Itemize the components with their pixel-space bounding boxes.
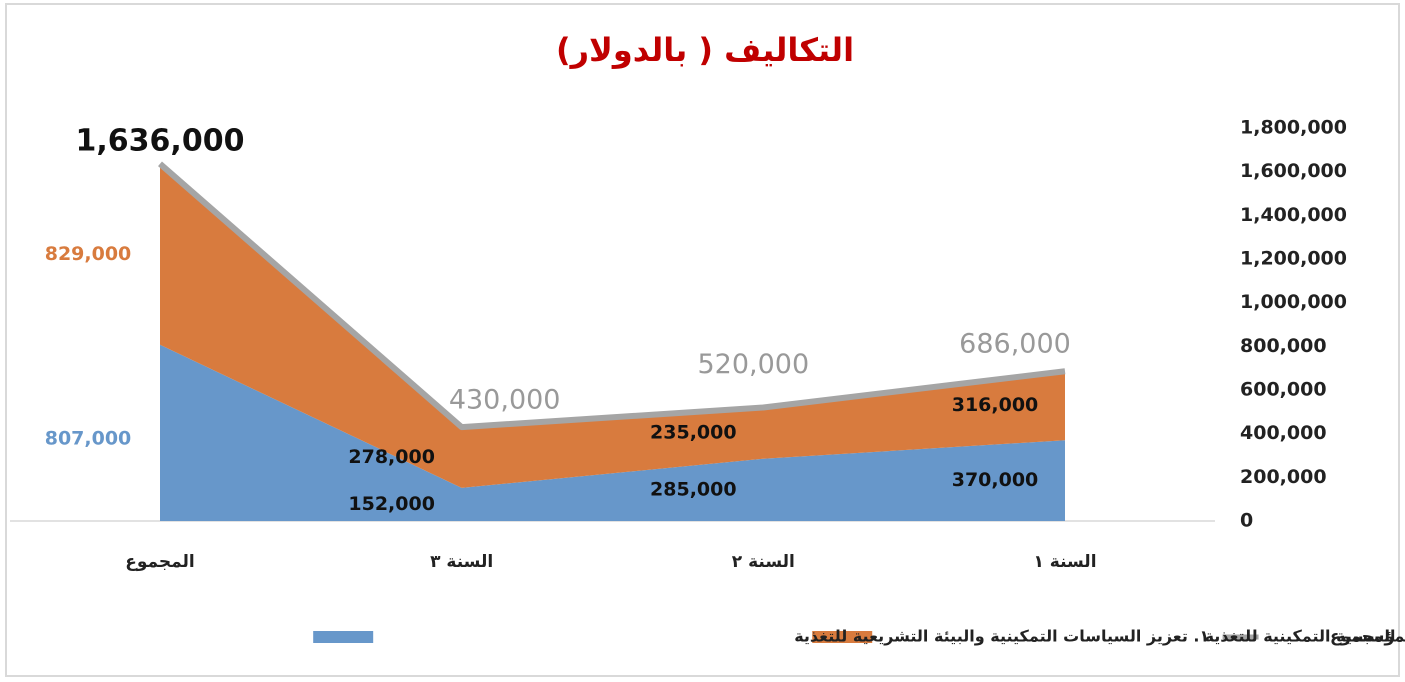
legend-label: ١. تعزيز السياسات التمكينية والبيئة التش… (794, 627, 1209, 646)
value-label: 152,000 (348, 493, 435, 515)
value-label: 829,000 (45, 243, 132, 265)
y-tick-label: 800,000 (1240, 335, 1327, 357)
value-label: 285,000 (650, 478, 737, 500)
area (160, 163, 1065, 488)
y-tick-label: 1,600,000 (1240, 160, 1347, 182)
total-label: 430,000 (449, 385, 561, 416)
y-tick-label: 1,000,000 (1240, 291, 1347, 313)
total-label: 686,000 (959, 329, 1071, 360)
legend-swatch (313, 631, 374, 643)
y-tick-label: 400,000 (1240, 422, 1327, 444)
y-tick-label: 1,800,000 (1240, 117, 1347, 139)
value-label: 278,000 (348, 446, 435, 468)
chart-title: التكاليف ( بالدولار) (556, 31, 854, 69)
total-label: 520,000 (698, 349, 810, 380)
area (160, 344, 1065, 521)
x-tick-label: المجموع (125, 552, 195, 572)
total-line (158, 161, 1066, 431)
y-tick-label: 1,400,000 (1240, 204, 1347, 226)
total-label: 1,636,000 (76, 123, 245, 158)
y-tick-label: 200,000 (1240, 466, 1327, 488)
y-tick-label: 1,200,000 (1240, 248, 1347, 270)
x-tick-label: السنة ٢ (732, 552, 795, 572)
y-tick-label: 600,000 (1240, 379, 1327, 401)
legend-label: ٢. تعزيز البنية المؤسسية التمكينية للتغذ… (1205, 627, 1405, 646)
x-tick-label: السنة ٣ (430, 552, 493, 572)
value-label: 235,000 (650, 422, 737, 444)
y-tick-label: 0 (1240, 510, 1253, 532)
x-tick-label: السنة ١ (1033, 552, 1096, 572)
value-label: 807,000 (45, 427, 132, 449)
legend-label: المجموع (1330, 627, 1395, 646)
value-label: 316,000 (952, 394, 1039, 416)
value-label: 370,000 (952, 469, 1039, 491)
legend-swatch (812, 631, 873, 643)
